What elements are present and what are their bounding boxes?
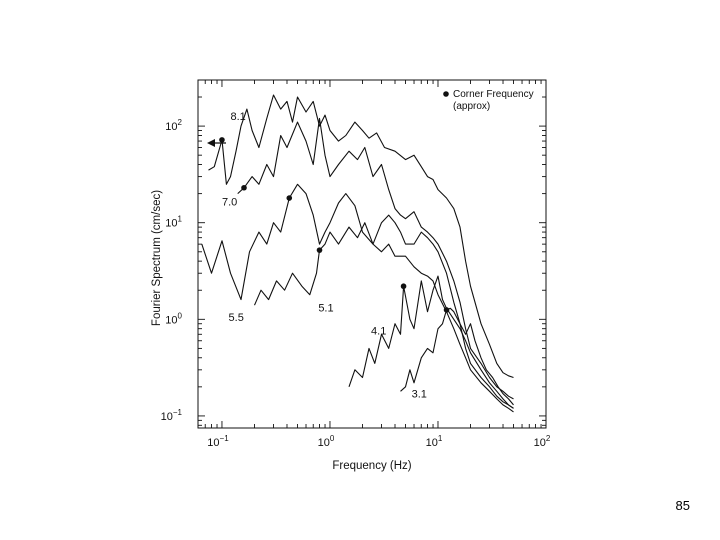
y-tick-label: 101 — [165, 215, 182, 230]
curve-label-4-1: 4.1 — [371, 325, 386, 337]
curve-label-7-0: 7.0 — [222, 197, 237, 209]
spectrum-curve-3-1 — [400, 307, 514, 406]
y-tick-label: 10−1 — [161, 408, 183, 423]
x-tick-label: 102 — [534, 434, 551, 449]
spectrum-curve-5-5 — [201, 183, 514, 409]
legend-dot-icon — [443, 91, 449, 97]
curve-label-3-1: 3.1 — [412, 389, 427, 401]
corner-frequency-marker — [316, 247, 323, 253]
curve-label-5-5: 5.5 — [229, 312, 244, 324]
x-tick-label: 100 — [318, 434, 335, 449]
corner-frequency-marker — [286, 195, 293, 201]
y-axis-title: Fourier Spectrum (cm/sec) — [151, 190, 163, 326]
corner-frequency-marker — [241, 184, 247, 191]
spectrum-curve-4-1 — [348, 275, 514, 409]
x-tick-label: 10−1 — [207, 434, 229, 449]
curve-labels: 8.1 7.0 5.5 5.1 4.1 3.1 — [222, 111, 427, 400]
y-tick-label: 102 — [165, 118, 182, 133]
corner-frequency-marker — [443, 307, 450, 313]
x-tick-label: 101 — [426, 434, 443, 449]
spectrum-curve-8-1 — [208, 94, 514, 379]
corner-frequency-markers — [219, 137, 450, 313]
legend-label-approx: (approx) — [453, 101, 490, 112]
legend: Corner Frequency (approx) — [443, 89, 534, 112]
axis-ticks: 10−1 100 101 102 10−1 100 101 102 — [161, 79, 551, 449]
spectrum-curves — [201, 94, 514, 413]
low-frequency-arrow-icon — [207, 139, 226, 147]
x-axis-title: Frequency (Hz) — [332, 460, 411, 472]
plot-frame — [197, 79, 547, 429]
curve-label-5-1: 5.1 — [318, 303, 333, 315]
corner-frequency-marker — [400, 283, 407, 290]
y-tick-label: 100 — [165, 311, 182, 326]
curve-label-8-1: 8.1 — [231, 111, 246, 123]
page-number: 85 — [675, 498, 690, 513]
corner-frequency-marker — [219, 137, 225, 143]
spectrum-curve-5-1 — [253, 222, 514, 413]
spectrum-curve-7-0 — [237, 117, 514, 400]
legend-label: Corner Frequency — [453, 89, 534, 100]
